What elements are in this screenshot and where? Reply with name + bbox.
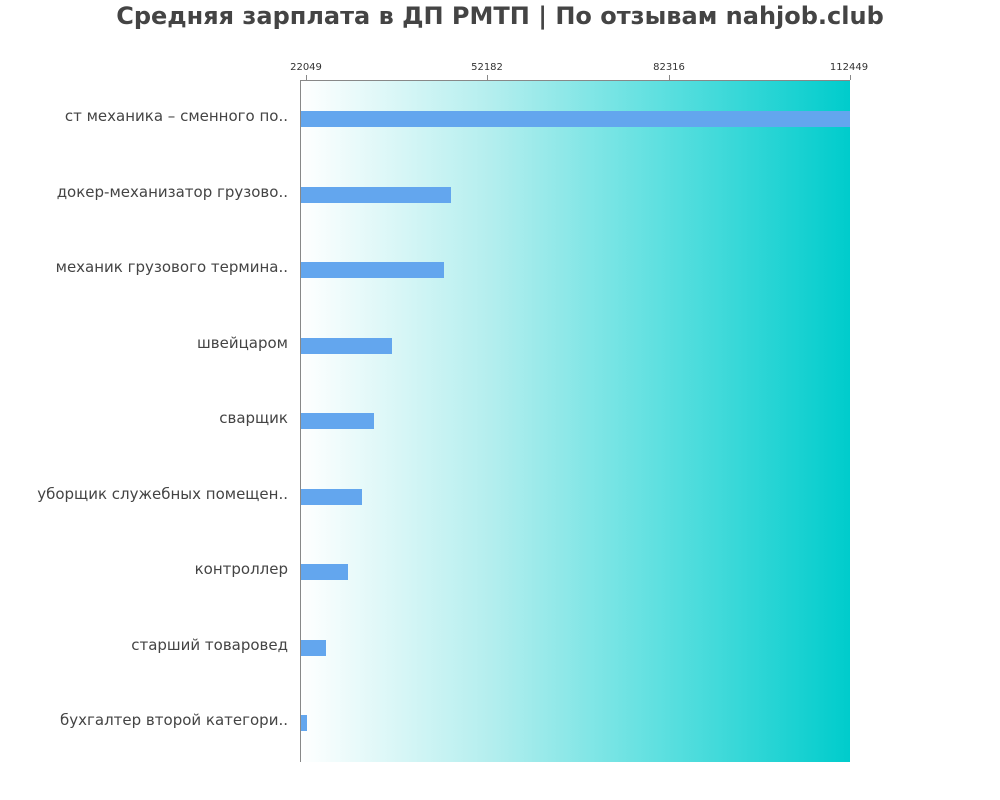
bar [301,413,374,429]
bar [301,338,392,354]
x-tick-label: 82316 [653,62,685,73]
bar [301,640,327,656]
y-axis-line [300,80,301,762]
category-label: докер-механизатор грузово.. [56,183,288,201]
x-tick [850,75,851,80]
category-label: контроллер [194,560,288,578]
x-tick-label: 22049 [290,62,322,73]
bar [301,187,451,203]
bar [301,262,445,278]
bar [301,715,307,731]
category-label: механик грузового термина.. [55,258,288,276]
category-label: ст механика – сменного по.. [64,107,288,125]
category-label: сварщик [219,409,288,427]
x-tick [306,75,307,80]
x-tick-label: 52182 [471,62,503,73]
x-axis-line [300,80,850,81]
chart-title: Средняя зарплата в ДП РМТП | По отзывам … [116,2,884,30]
category-label: швейцаром [197,334,288,352]
bar [301,489,363,505]
plot-area [300,80,850,762]
x-tick [669,75,670,80]
category-label: уборщик служебных помещен.. [37,485,288,503]
bar [301,564,348,580]
category-label: старший товаровед [131,636,288,654]
bar [301,111,850,127]
category-label: бухгалтер второй категори.. [60,711,288,729]
x-tick-label: 112449 [829,62,869,73]
x-tick [487,75,488,80]
